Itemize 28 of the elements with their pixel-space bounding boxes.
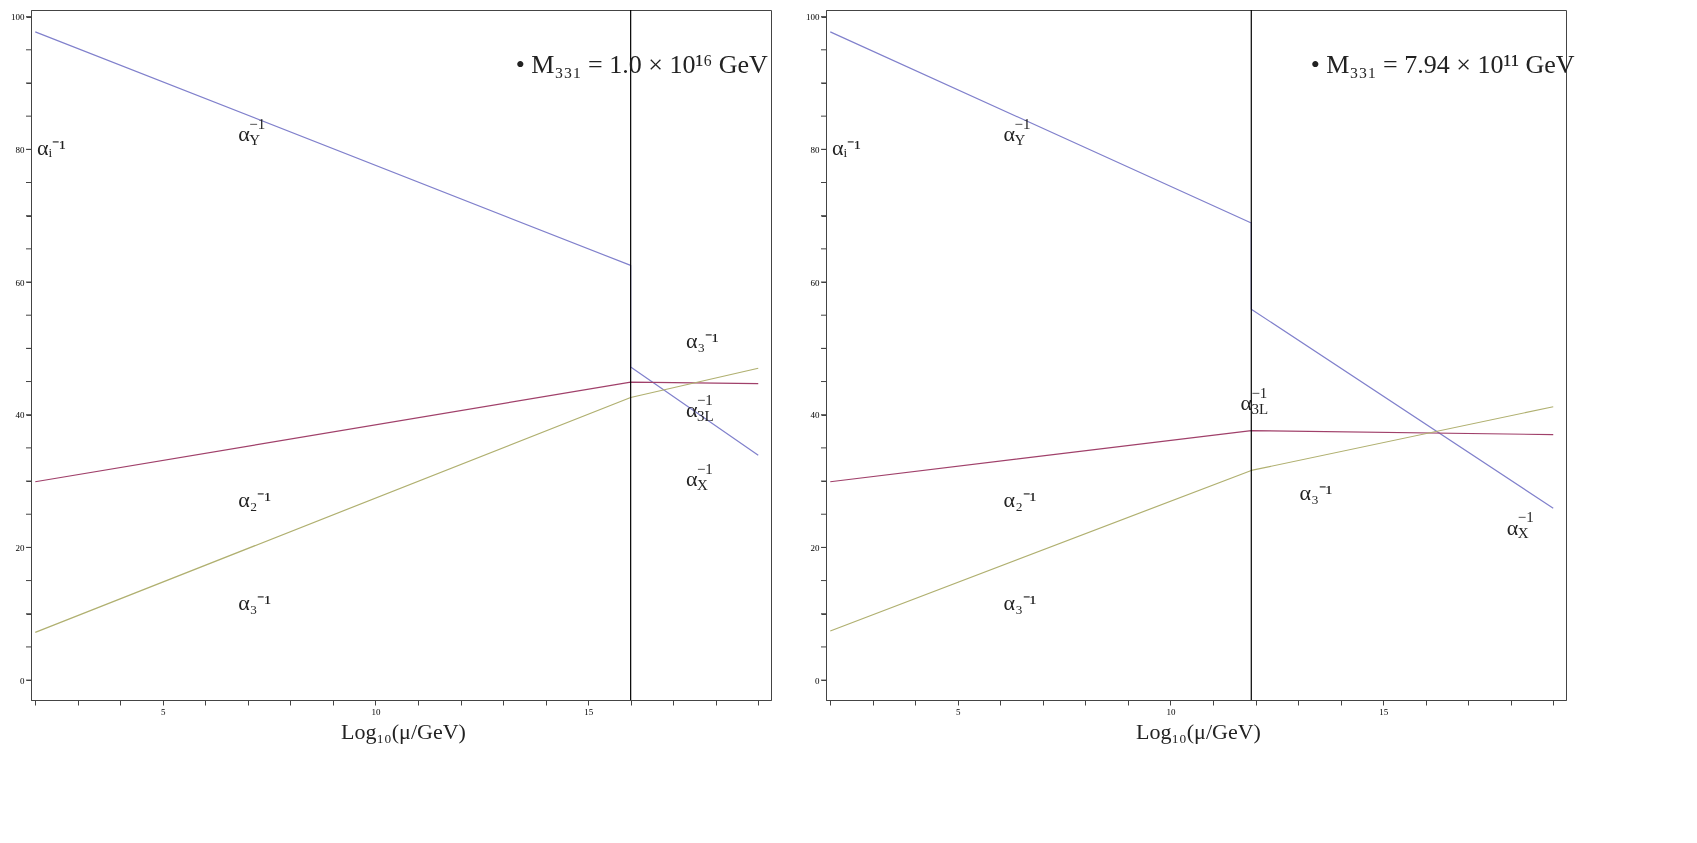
x-tick-label: 5: [956, 706, 962, 717]
x-tick-label: 5: [161, 706, 167, 717]
x-tick-label: 15: [584, 706, 594, 717]
y-axis-title: αᵢ⁻¹: [832, 135, 861, 160]
x-tick-label: 10: [371, 706, 381, 717]
annotation: α₃⁻¹: [685, 328, 719, 354]
y-tick-label: 60: [15, 277, 25, 288]
y-tick-label: 80: [810, 144, 820, 155]
annotation: α₂⁻¹: [1003, 486, 1037, 512]
y-tick-label: 40: [810, 410, 820, 421]
annotation: α₃⁻¹: [1003, 590, 1037, 616]
y-tick-label: 100: [11, 12, 25, 23]
y-tick-label: 0: [815, 675, 820, 686]
y-tick-label: 60: [810, 277, 820, 288]
y-tick-label: 0: [20, 675, 25, 686]
annotation: α₃⁻¹: [1299, 480, 1333, 505]
x-tick-label: 15: [1379, 706, 1389, 717]
y-tick-label: 100: [806, 12, 820, 23]
x-tick-label: 10: [1166, 706, 1176, 717]
y-tick-label: 80: [15, 144, 25, 155]
y-tick-label: 40: [15, 410, 25, 421]
y-axis-title: αᵢ⁻¹: [37, 135, 66, 160]
y-tick-label: 20: [810, 542, 820, 553]
annotation: α₃⁻¹: [238, 590, 271, 616]
annotation: α₂⁻¹: [238, 486, 271, 512]
x-axis-title: Log₁₀(μ/GeV): [1136, 719, 1261, 744]
y-tick-label: 20: [15, 542, 25, 553]
x-axis-title: Log₁₀(μ/GeV): [341, 719, 466, 744]
